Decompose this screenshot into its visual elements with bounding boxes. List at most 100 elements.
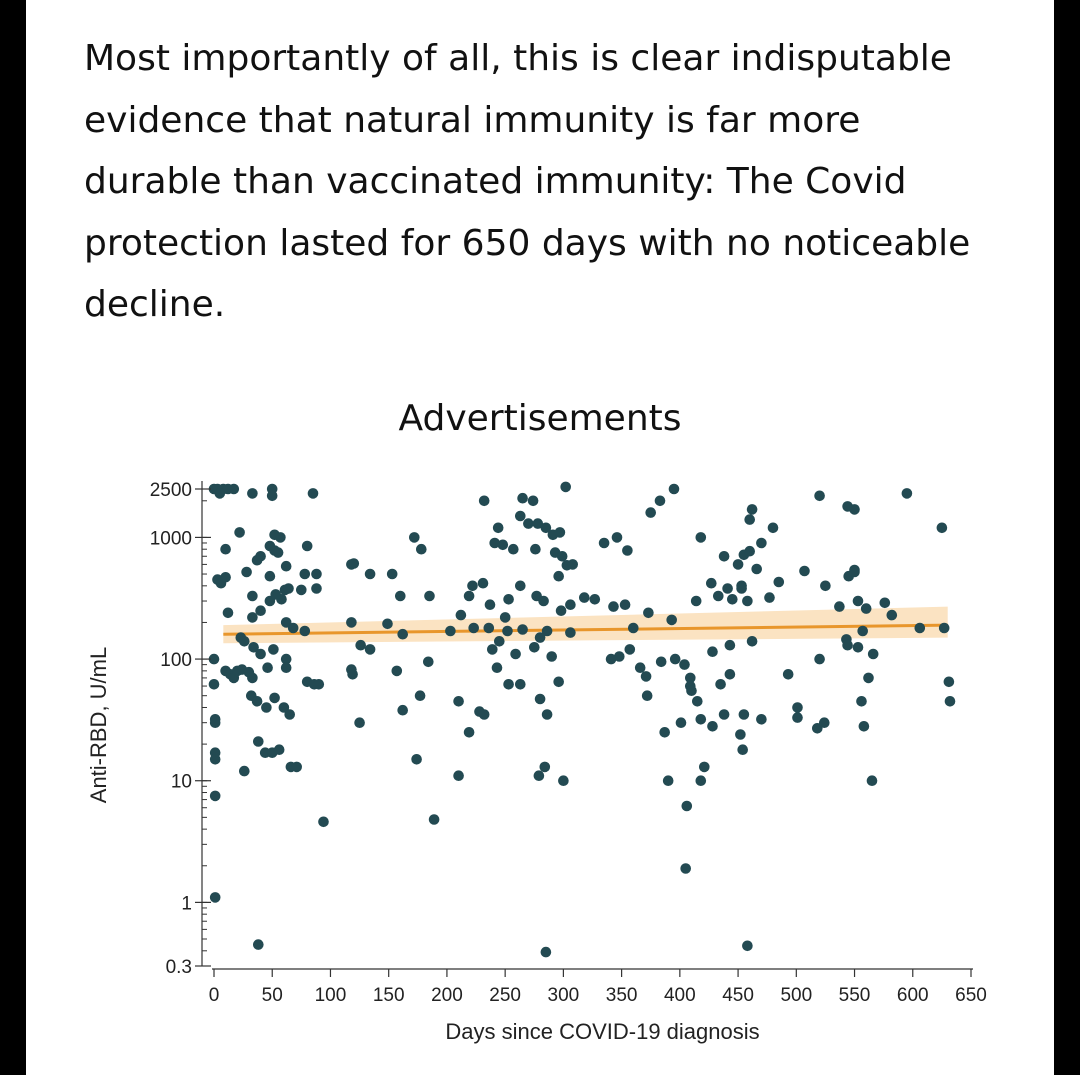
data-point (622, 545, 633, 556)
data-point (266, 490, 278, 502)
data-point (484, 599, 496, 610)
data-point (416, 543, 427, 555)
x-tick-label: 400 (664, 985, 696, 1006)
x-tick-label: 0 (209, 985, 220, 1006)
data-point (834, 601, 845, 612)
data-point (686, 685, 697, 696)
data-point (943, 676, 955, 688)
data-point (751, 563, 762, 575)
data-point (944, 696, 956, 707)
data-point (510, 648, 521, 660)
data-point (799, 565, 810, 577)
data-point (453, 770, 464, 781)
data-point (284, 709, 296, 720)
advertisements-label: Advertisements (398, 398, 682, 439)
data-point (605, 653, 617, 665)
data-point (692, 696, 703, 707)
data-point (554, 527, 566, 538)
data-point (645, 507, 656, 518)
x-tick-label: 450 (722, 985, 754, 1006)
data-point (744, 514, 755, 525)
y-tick-label: 1 (181, 893, 192, 914)
data-point (727, 594, 738, 605)
data-point (534, 693, 546, 705)
data-point (690, 595, 702, 607)
data-point (560, 481, 571, 493)
data-point (247, 488, 258, 499)
data-point (364, 568, 376, 580)
data-point (679, 659, 690, 670)
data-point (364, 644, 376, 655)
data-point (220, 572, 231, 583)
data-point (478, 495, 490, 507)
data-point (722, 583, 733, 594)
y-tick-label: 10 (171, 772, 192, 793)
data-point (478, 709, 490, 720)
data-point (764, 592, 775, 603)
data-point (699, 761, 710, 773)
data-point (565, 627, 576, 638)
data-point (253, 736, 264, 747)
data-point (296, 584, 307, 596)
data-point (707, 721, 718, 732)
data-point (533, 770, 545, 781)
data-point (614, 651, 625, 662)
x-tick-label: 200 (431, 985, 463, 1006)
data-point (858, 721, 870, 732)
data-point (208, 679, 220, 690)
data-point (276, 594, 287, 605)
data-point (541, 709, 553, 720)
data-point (914, 622, 926, 634)
data-point (255, 648, 266, 660)
data-point (208, 653, 220, 665)
x-tick-label: 50 (262, 985, 283, 1006)
data-point (455, 609, 467, 621)
data-point (409, 532, 420, 543)
data-point (391, 665, 403, 677)
data-point (901, 488, 913, 499)
data-point (445, 625, 456, 637)
data-point (515, 679, 526, 690)
trend-line-layer (223, 623, 948, 636)
data-point (248, 642, 259, 653)
data-point (251, 696, 263, 707)
data-point (517, 492, 528, 504)
data-point (553, 676, 564, 688)
data-point (247, 590, 258, 602)
data-point (301, 540, 313, 552)
data-point (849, 566, 860, 578)
data-point (539, 761, 551, 773)
data-point (608, 601, 619, 612)
data-point (724, 669, 736, 680)
data-point (695, 714, 707, 725)
data-point (579, 592, 590, 603)
data-point (463, 590, 475, 602)
data-point (515, 510, 526, 522)
data-point (624, 644, 636, 655)
data-point (706, 577, 717, 589)
data-point (540, 522, 552, 534)
data-point (411, 754, 422, 765)
data-point (261, 702, 272, 713)
data-point (756, 714, 767, 725)
article-paragraph: Most importantly of all, this is clear i… (84, 38, 971, 325)
x-tick-label: 600 (897, 985, 929, 1006)
data-point (529, 642, 540, 653)
data-point (662, 775, 674, 786)
data-point (867, 648, 879, 660)
data-point (253, 939, 264, 950)
data-point (742, 940, 753, 952)
data-point (428, 814, 440, 825)
data-point (773, 576, 785, 588)
data-point (241, 566, 252, 578)
data-point (737, 744, 748, 755)
data-point (767, 522, 779, 534)
scatter-chart: 0.3 1 10 100 1000 2500 0 50 100 150 200 250 300 350 40… (86, 480, 987, 1044)
data-point (382, 618, 393, 630)
data-point (492, 522, 504, 534)
data-point (424, 590, 435, 602)
confidence-band (223, 606, 948, 644)
data-point (347, 669, 358, 680)
data-point (287, 622, 299, 634)
data-point (814, 653, 825, 665)
